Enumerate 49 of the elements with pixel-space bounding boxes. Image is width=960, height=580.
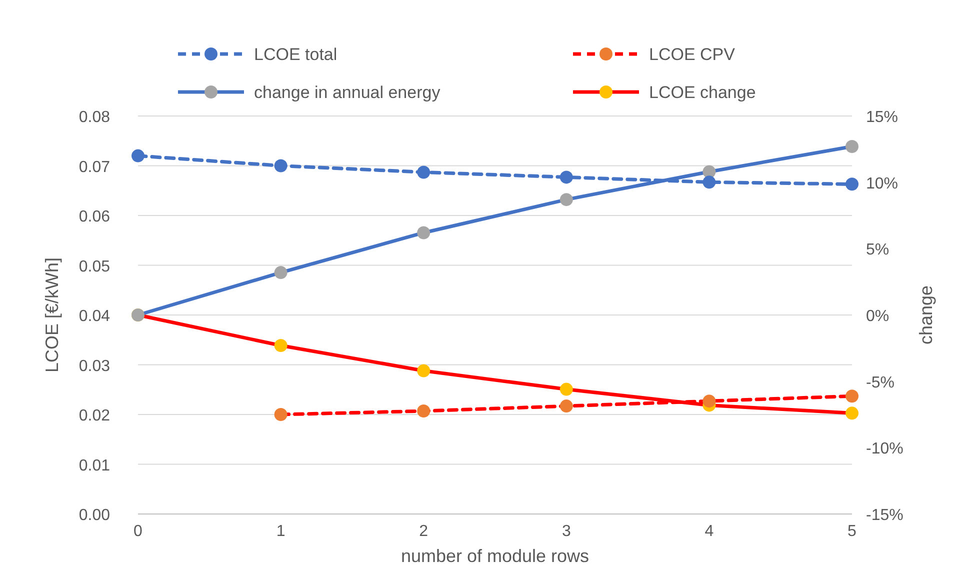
point (846, 178, 858, 191)
point (560, 400, 573, 413)
x-tick-label: 3 (562, 523, 571, 540)
y-tick-label: 0.05 (78, 258, 110, 276)
x-tick-label: 2 (419, 523, 428, 540)
y-tick-label: 0.00 (78, 507, 110, 524)
point (702, 176, 716, 189)
legend-label: change in annual energy (254, 83, 441, 102)
y2-tick-label: 15% (866, 109, 898, 126)
point (417, 404, 430, 418)
y-axis-title: LCOE [€/kWh] (42, 257, 62, 373)
y2-tick-label: -10% (866, 440, 904, 458)
y-tick-label: 0.04 (78, 308, 110, 325)
point (274, 159, 288, 172)
x-axis-title: number of module rows (400, 546, 590, 566)
point (132, 149, 144, 162)
y2-tick-label: 10% (866, 175, 898, 192)
x-tick-label: 0 (134, 523, 143, 540)
x-tick-label: 4 (704, 523, 714, 540)
y2-axis-title: change (916, 285, 936, 345)
legend-label: LCOE change (649, 83, 756, 102)
y-tick-label: 0.02 (78, 408, 110, 424)
y-tick-label: 0.03 (78, 358, 110, 375)
point (417, 166, 430, 179)
point (274, 408, 288, 421)
point (417, 364, 430, 378)
point (846, 390, 858, 403)
y2-tick-label: -15% (866, 507, 904, 524)
legend-label: LCOE CPV (649, 45, 736, 64)
point (560, 382, 573, 396)
y-tick-label: 0.07 (78, 158, 110, 176)
point (702, 394, 716, 408)
point (274, 339, 288, 352)
point (702, 165, 716, 178)
y-tick-label: 0.06 (78, 208, 110, 226)
y2-tick-label: -5% (866, 374, 894, 392)
y-tick-label: 0.08 (78, 109, 110, 126)
legend-label: LCOE total (254, 45, 338, 64)
y2-tick-label: 5% (866, 242, 890, 259)
point (846, 140, 858, 154)
point (274, 266, 288, 280)
point (560, 170, 573, 184)
x-tick-label: 1 (276, 523, 286, 540)
point (846, 406, 858, 420)
y-tick-label: 0.01 (78, 457, 110, 474)
point (417, 226, 430, 240)
x-tick-label: 5 (848, 523, 857, 540)
point (560, 193, 573, 206)
y2-tick-label: 0% (866, 308, 890, 325)
